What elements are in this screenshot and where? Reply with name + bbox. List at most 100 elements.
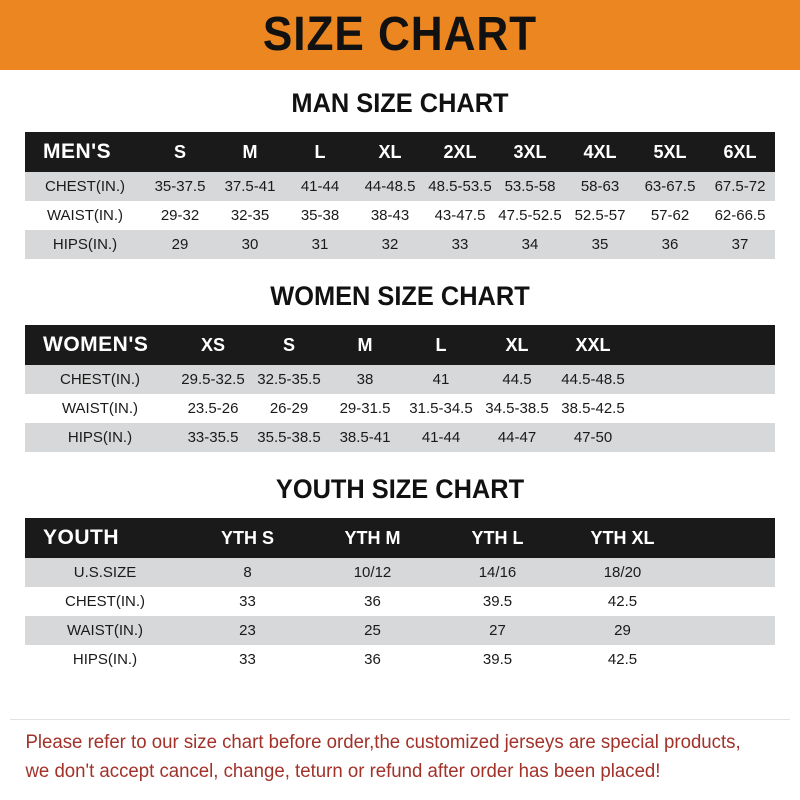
measurement-cell: 18/20 [603,564,642,581]
row-filler-cell [685,616,775,645]
measurement-cell: 31 [311,236,329,253]
measurement-cell: 29.5-32.5 [181,371,245,388]
measurement-cell: 33 [239,593,256,610]
size-column-header: YTH M [344,527,401,548]
disclaimer-note: Please refer to our size chart before or… [0,719,800,786]
size-column-header: 3XL [513,141,547,162]
size-section-women: WOMEN SIZE CHART WOMEN'S XS S M L XL XXL CHEST(I… [0,259,800,452]
measurement-cell: 26-29 [269,400,309,417]
page-banner: SIZE CHART [0,0,800,70]
row-label: WAIST(IN.) [61,400,139,417]
table-header-row: WOMEN'S XS S M L XL XXL [25,325,775,365]
section-title-women: WOMEN SIZE CHART [270,281,530,311]
disclaimer-text: Please refer to our size chart before or… [0,720,784,786]
size-column-header: YTH L [471,527,524,548]
row-label: CHEST(IN.) [65,593,145,610]
measurement-cell: 44-47 [497,429,537,446]
measurement-cell: 41-44 [421,429,461,446]
measurement-cell: 35.5-38.5 [257,429,321,446]
row-label: WAIST(IN.) [66,622,144,639]
table-row: HIPS(IN.) 33-35.5 35.5-38.5 38.5-41 41-44 44-… [25,423,775,452]
size-column-header: 5XL [653,141,687,162]
header-filler-cell [631,325,775,365]
measurement-cell: 23 [239,622,256,639]
row-label: WAIST(IN.) [46,207,124,224]
row-label: HIPS(IN.) [52,236,118,253]
section-title-youth: YOUTH SIZE CHART [275,474,525,504]
measurement-cell: 32 [381,236,399,253]
measurement-cell: 25 [364,622,381,639]
measurement-cell: 43-47.5 [434,207,486,224]
table-row: CHEST(IN.) 35-37.5 37.5-41 41-44 44-48.5 48.5… [25,172,775,201]
table-row: HIPS(IN.) 29 30 31 32 33 34 35 36 37 [25,230,775,259]
measurement-cell: 57-62 [650,207,690,224]
table-header-label: WOMEN'S [43,333,149,356]
table-row: WAIST(IN.) 23.5-26 26-29 29-31.5 31.5-34.5 34… [25,394,775,423]
measurement-cell: 37.5-41 [224,178,276,195]
measurement-cell: 29-32 [160,207,200,224]
size-section-youth: YOUTH SIZE CHART YOUTH YTH S YTH M YTH L YTH … [0,452,800,674]
measurement-cell: 33-35.5 [187,429,239,446]
table-row: WAIST(IN.) 29-32 32-35 35-38 38-43 43-47.5 47.… [25,201,775,230]
size-column-header: S [173,141,186,162]
table-row: U.S.SIZE 8 10/12 14/16 18/20 [25,558,775,587]
size-chart-sections: MAN SIZE CHART MEN'S S M L XL 2XL 3XL 4XL 5XL 6XL C… [0,70,800,674]
row-filler-cell [685,558,775,587]
row-filler-cell [685,645,775,674]
table-row: WAIST(IN.) 23 25 27 29 [25,616,775,645]
measurement-cell: 41-44 [300,178,340,195]
measurement-cell: 37 [731,236,749,253]
size-column-header: XL [505,334,529,355]
measurement-cell: 38-43 [370,207,410,224]
size-column-header: L [435,334,447,355]
measurement-cell: 44.5-48.5 [561,371,625,388]
size-column-header: M [357,334,373,355]
table-row: CHEST(IN.) 33 36 39.5 42.5 [25,587,775,616]
measurement-cell: 47-50 [573,429,613,446]
measurement-cell: 44-48.5 [364,178,416,195]
size-column-header: YTH XL [590,527,655,548]
measurement-cell: 33 [239,651,256,668]
measurement-cell: 58-63 [580,178,620,195]
measurement-cell: 32.5-35.5 [257,371,321,388]
row-label: CHEST(IN.) [45,178,125,195]
size-table-women: WOMEN'S XS S M L XL XXL CHEST(IN.) 29.5-32.5 32.5… [25,325,775,452]
measurement-cell: 39.5 [482,651,513,668]
size-column-header: S [282,334,295,355]
disclaimer-line-2: we don't accept cancel, change, teturn o… [25,761,661,782]
measurement-cell: 36 [364,651,381,668]
measurement-cell: 29 [171,236,189,253]
size-table-youth: YOUTH YTH S YTH M YTH L YTH XL U.S.SIZE 8 10/12… [25,518,775,674]
measurement-cell: 38 [356,371,374,388]
row-filler-cell [685,587,775,616]
measurement-cell: 42.5 [607,593,638,610]
measurement-cell: 35 [591,236,609,253]
size-column-header: XS [200,334,225,355]
measurement-cell: 36 [661,236,679,253]
measurement-cell: 29 [614,622,631,639]
row-label: U.S.SIZE [73,564,137,581]
measurement-cell: 32-35 [230,207,270,224]
table-header-row: MEN'S S M L XL 2XL 3XL 4XL 5XL 6XL [25,132,775,172]
measurement-cell: 10/12 [353,564,392,581]
measurement-cell: 31.5-34.5 [409,400,473,417]
row-filler-cell [631,365,775,394]
header-filler-cell [685,518,775,558]
size-column-header: 6XL [723,141,757,162]
measurement-cell: 38.5-42.5 [561,400,625,417]
row-filler-cell [631,394,775,423]
measurement-cell: 14/16 [478,564,517,581]
size-column-header: XXL [575,334,611,355]
measurement-cell: 38.5-41 [339,429,391,446]
measurement-cell: 30 [241,236,259,253]
table-header-label: MEN'S [43,140,112,163]
size-column-header: XL [378,141,402,162]
measurement-cell: 23.5-26 [187,400,239,417]
table-row: CHEST(IN.) 29.5-32.5 32.5-35.5 38 41 44.5 44.5… [25,365,775,394]
size-column-header: M [242,141,258,162]
measurement-cell: 27 [489,622,506,639]
size-column-header: L [314,141,326,162]
footer-divider [10,719,790,720]
table-header-label: YOUTH [43,526,119,549]
